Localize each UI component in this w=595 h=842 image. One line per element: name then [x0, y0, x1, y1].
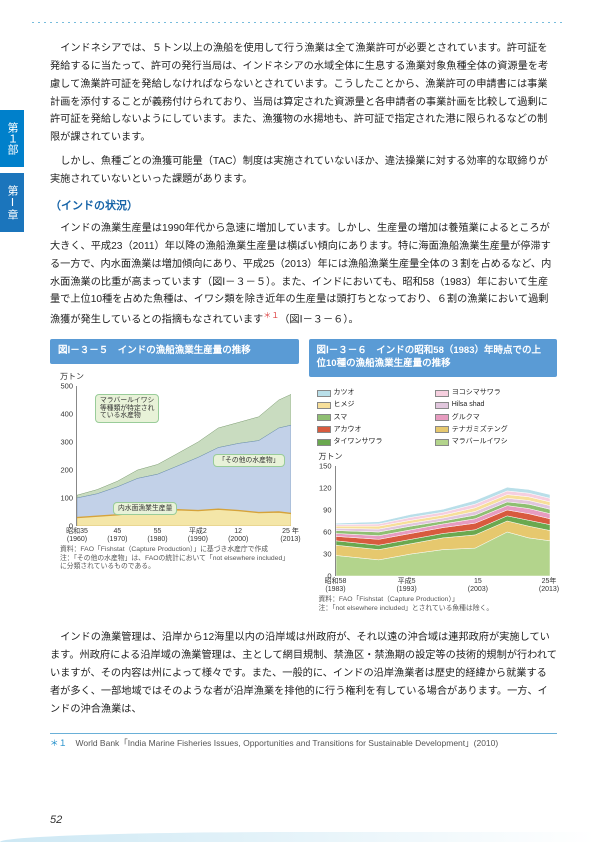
chart2-plot: 0306090120150昭和58(1983)平成5(1993)15(2003)… — [335, 466, 550, 576]
paragraph-indonesia-2: しかし、魚種ごとの漁獲可能量（TAC）制度は実施されていないほか、違法操業に対す… — [50, 153, 557, 189]
paragraph-indonesia-1: インドネシアでは、５トン以上の漁船を使用して行う漁業は全て漁業許可が必要とされて… — [50, 40, 557, 147]
chart1-caption: 資料：FAO「Fishstat（Capture Production）」に基づき… — [60, 546, 295, 571]
chart2-caption: 資料：FAO「Fishstat（Capture Production）」注：「n… — [319, 596, 554, 613]
footnote-sup-mark: ＊１ — [263, 311, 279, 320]
footnote-rule — [50, 733, 557, 734]
footnote-1: ＊１ World Bank「India Marine Fisheries Iss… — [50, 738, 557, 750]
paragraph-india-1: インドの漁業生産量は1990年代から急速に増加しています。しかし、生産量の増加は… — [50, 220, 557, 329]
chart2-legend: カツオヨコシマサワラヒメジHilsa shadスマグルクマアカウオテナガミズテン… — [317, 387, 550, 448]
chart1-body: 万トン 0100200300400500昭和35(1960)45(1970)55… — [50, 364, 299, 573]
charts-row: 図Ⅰ－３－５ インドの漁船漁業生産量の推移 万トン 01002003004005… — [50, 339, 557, 615]
side-tab-chapter1: 第Ⅰ章 — [0, 173, 24, 232]
page-number: 52 — [50, 814, 62, 826]
top-dotted-border — [30, 20, 565, 23]
para3-text-b: （図Ⅰ－３－６）。 — [279, 315, 358, 326]
para3-text-a: インドの漁業生産量は1990年代から急速に増加しています。しかし、生産量の増加は… — [50, 223, 551, 326]
chart1-title: 図Ⅰ－３－５ インドの漁船漁業生産量の推移 — [50, 339, 299, 364]
side-tab-part1: 第１部 — [0, 110, 24, 167]
chart2-title: 図Ⅰ－３－６ インドの昭和58（1983）年時点での上位10種の漁船漁業生産量の… — [309, 339, 558, 377]
chart2-body: カツオヨコシマサワラヒメジHilsa shadスマグルクマアカウオテナガミズテン… — [309, 377, 558, 615]
footnote-mark: ＊１ — [50, 738, 67, 748]
chart2-unit: 万トン — [319, 450, 554, 464]
main-content: インドネシアでは、５トン以上の漁船を使用して行う漁業は全て漁業許可が必要とされて… — [50, 40, 557, 749]
footnote-text: World Bank「India Marine Fisheries Issues… — [76, 738, 499, 748]
chart-i-3-5: 図Ⅰ－３－５ インドの漁船漁業生産量の推移 万トン 01002003004005… — [50, 339, 299, 615]
heading-india: （インドの状況） — [50, 197, 557, 216]
chart1-plot: 0100200300400500昭和35(1960)45(1970)55(198… — [76, 386, 291, 526]
paragraph-india-management: インドの漁業管理は、沿岸から12海里以内の沿岸域は州政府が、それ以遠の沖合域は連… — [50, 629, 557, 718]
chart-i-3-6: 図Ⅰ－３－６ インドの昭和58（1983）年時点での上位10種の漁船漁業生産量の… — [309, 339, 558, 615]
side-tabs: 第１部 第Ⅰ章 — [0, 110, 28, 238]
chart1-unit: 万トン — [60, 370, 295, 384]
bottom-decoration — [0, 832, 595, 842]
